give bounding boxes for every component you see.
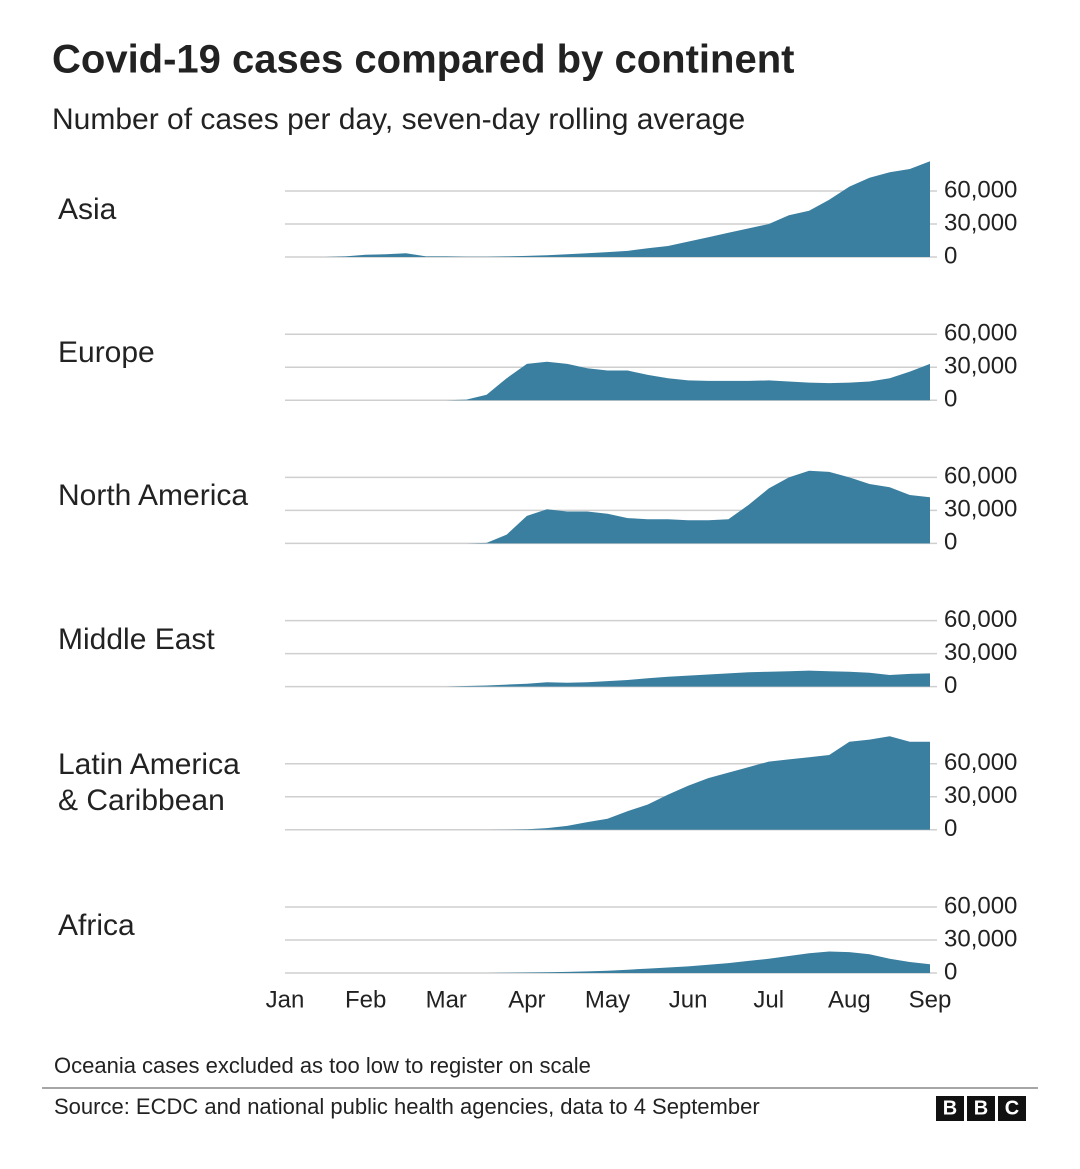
source: Source: ECDC and national public health … bbox=[54, 1094, 760, 1119]
panel-label: Asia bbox=[58, 193, 117, 226]
x-tick-label: Jul bbox=[753, 986, 784, 1013]
y-tick-label: 0 bbox=[944, 242, 957, 269]
area bbox=[285, 361, 930, 401]
y-tick-label: 60,000 bbox=[944, 606, 1017, 633]
y-tick-label: 0 bbox=[944, 672, 957, 699]
x-tick-label: Apr bbox=[508, 986, 545, 1013]
y-tick-label: 30,000 bbox=[944, 209, 1017, 236]
y-tick-label: 30,000 bbox=[944, 639, 1017, 666]
area bbox=[285, 736, 930, 830]
logo-letter: B bbox=[943, 1097, 957, 1119]
panel-label: Middle East bbox=[58, 622, 215, 656]
area bbox=[285, 670, 930, 687]
x-tick-label: Aug bbox=[828, 986, 871, 1013]
area bbox=[285, 951, 930, 973]
x-tick-label: May bbox=[585, 986, 630, 1013]
x-tick-label: Jun bbox=[669, 986, 708, 1013]
panel-label: Africa bbox=[58, 909, 135, 942]
y-tick-label: 60,000 bbox=[944, 320, 1017, 347]
logo-letter: C bbox=[1005, 1097, 1019, 1119]
y-tick-label: 0 bbox=[944, 386, 957, 413]
logo-box bbox=[998, 1096, 1026, 1121]
x-tick-label: Sep bbox=[909, 986, 952, 1013]
y-tick-label: 60,000 bbox=[944, 176, 1017, 203]
y-tick-label: 0 bbox=[944, 958, 957, 985]
y-tick-label: 60,000 bbox=[944, 463, 1017, 490]
logo-letter: B bbox=[974, 1097, 988, 1119]
x-tick-label: Feb bbox=[345, 986, 386, 1013]
logo-box bbox=[936, 1096, 964, 1121]
panel-label: Latin America & Caribbean bbox=[58, 747, 240, 817]
chart-title: Covid-19 cases compared by continent bbox=[52, 38, 794, 82]
logo-box bbox=[967, 1096, 995, 1121]
y-tick-label: 30,000 bbox=[944, 925, 1017, 952]
panel-label: North America bbox=[58, 479, 249, 513]
area bbox=[285, 470, 930, 544]
y-tick-label: 30,000 bbox=[944, 782, 1017, 809]
y-tick-label: 60,000 bbox=[944, 749, 1017, 776]
area bbox=[285, 161, 930, 257]
x-tick-label: Jan bbox=[266, 986, 305, 1013]
y-tick-label: 30,000 bbox=[944, 496, 1017, 523]
y-tick-label: 30,000 bbox=[944, 353, 1017, 380]
x-tick-label: Mar bbox=[426, 986, 467, 1013]
note: Oceania cases excluded as too low to reg… bbox=[54, 1053, 591, 1078]
y-tick-label: 60,000 bbox=[944, 892, 1017, 919]
y-tick-label: 0 bbox=[944, 815, 957, 842]
chart-subtitle: Number of cases per day, seven-day rolli… bbox=[52, 103, 745, 136]
y-tick-label: 0 bbox=[944, 529, 957, 556]
panel-label: Europe bbox=[58, 336, 155, 370]
